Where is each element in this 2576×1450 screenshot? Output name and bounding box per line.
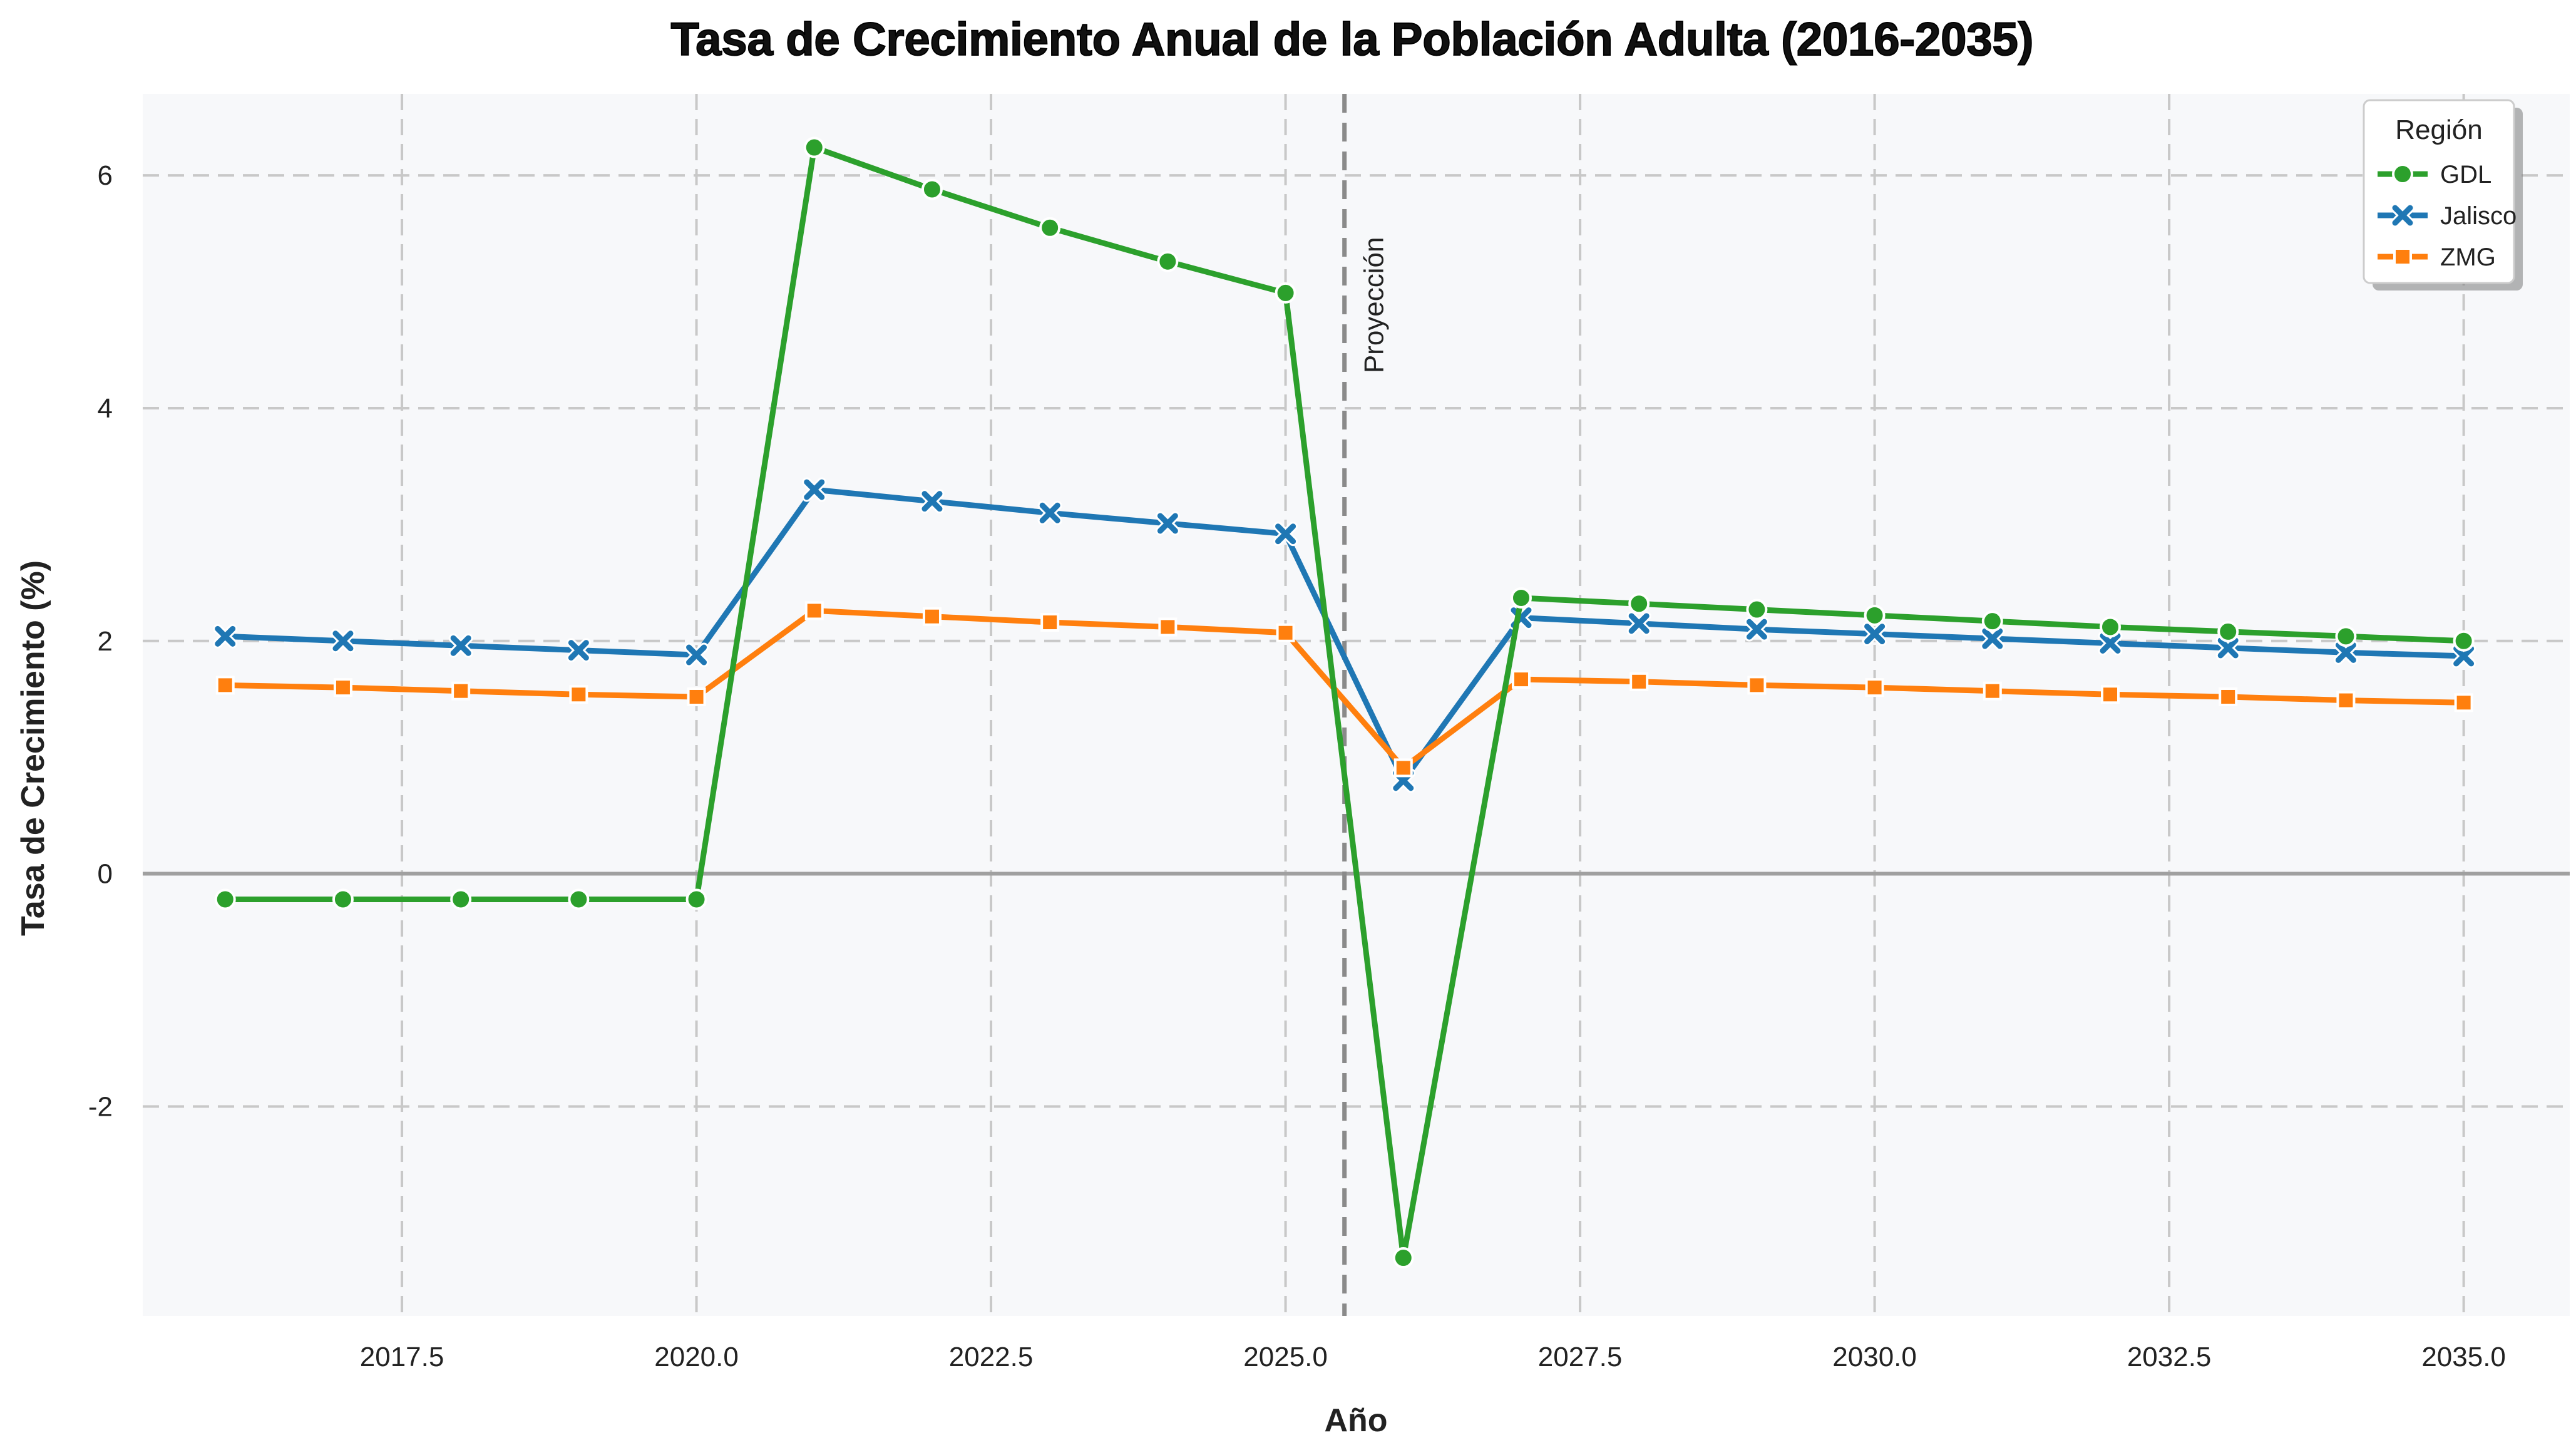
data-point-jalisco: [802, 477, 827, 502]
data-point-jalisco: [1980, 626, 2005, 651]
data-point-zmg: [687, 687, 706, 706]
series-line-gdl: [225, 145, 2464, 1261]
data-point-zmg: [804, 601, 824, 620]
data-point-zmg: [1747, 676, 1767, 695]
data-point-zmg: [451, 681, 471, 701]
data-point-jalisco: [1273, 522, 1298, 547]
data-point-zmg: [569, 685, 588, 704]
legend-box: [2363, 99, 2515, 284]
plot-area: [143, 94, 2570, 1316]
legend-marker: [2393, 247, 2412, 266]
y-tick-label: 4: [98, 393, 113, 424]
data-point-jalisco: [213, 624, 238, 649]
data-point-gdl: [803, 136, 825, 158]
legend-label: ZMG: [2440, 244, 2496, 271]
data-point-gdl: [2100, 616, 2122, 638]
x-tick-label: 2035.0: [2421, 1342, 2506, 1372]
data-point-gdl: [2453, 630, 2475, 652]
data-point-gdl: [2217, 620, 2239, 642]
data-point-zmg: [1511, 670, 1531, 689]
legend-label: Jalisco: [2440, 202, 2517, 230]
x-tick-label: 2020.0: [654, 1342, 739, 1372]
data-point-zmg: [333, 678, 352, 697]
legend-item-jalisco: Jalisco: [2378, 202, 2517, 230]
data-point-jalisco: [1744, 617, 1769, 642]
data-point-zmg: [1158, 617, 1178, 637]
data-point-jalisco: [920, 489, 945, 514]
data-point-jalisco: [331, 629, 356, 654]
chart-title: Tasa de Crecimiento Anual de la Població…: [671, 13, 2034, 65]
data-point-gdl: [1628, 593, 1650, 615]
data-point-gdl: [1864, 604, 1886, 626]
data-point-jalisco: [2333, 640, 2358, 665]
data-point-zmg: [2454, 693, 2473, 712]
data-point-gdl: [1981, 610, 2003, 632]
data-point-gdl: [921, 178, 943, 200]
series-line-zmg: [225, 607, 2464, 771]
data-point-jalisco: [2451, 644, 2476, 669]
y-tick-label: 2: [98, 626, 113, 657]
legend-marker: [2390, 203, 2415, 228]
data-point-gdl: [1039, 217, 1061, 239]
data-point-jalisco: [2098, 630, 2123, 656]
x-tick-label: 2017.5: [360, 1342, 444, 1372]
y-tick-label: 6: [98, 160, 113, 191]
data-point-zmg: [2336, 691, 2356, 710]
data-point-jalisco: [448, 633, 473, 658]
x-tick-label: 2022.5: [949, 1342, 1034, 1372]
legend-label: GDL: [2440, 161, 2491, 188]
data-point-jalisco: [684, 642, 709, 667]
x-tick-label: 2030.0: [1832, 1342, 1917, 1372]
data-point-gdl: [1275, 282, 1296, 304]
data-point-gdl: [568, 888, 590, 910]
data-point-zmg: [1276, 623, 1295, 642]
data-point-zmg: [922, 607, 942, 626]
data-point-zmg: [2101, 685, 2120, 704]
projection-label: Proyección: [1359, 237, 1390, 373]
legend-items: GDL Jalisco ZMG: [2378, 161, 2517, 271]
data-point-gdl: [332, 888, 354, 910]
data-point-jalisco: [2215, 635, 2240, 661]
series-line-jalisco: [225, 486, 2464, 784]
x-axis-label: Año: [1324, 1402, 1387, 1439]
data-point-jalisco: [1862, 622, 1887, 647]
series-zmg: [215, 601, 2473, 778]
data-point-zmg: [1393, 758, 1413, 778]
data-point-zmg: [1983, 681, 2002, 701]
series-jalisco: [213, 477, 2476, 793]
data-point-zmg: [2219, 687, 2238, 706]
data-point-zmg: [1629, 672, 1649, 691]
y-tick-label: 0: [98, 859, 113, 890]
legend: Región GDL Jalisco ZMG: [2363, 99, 2523, 291]
legend-item-zmg: ZMG: [2378, 244, 2496, 271]
data-point-zmg: [1865, 678, 1884, 697]
data-point-gdl: [685, 888, 707, 910]
legend-title: Región: [2395, 115, 2482, 145]
legend-item-gdl: GDL: [2378, 161, 2491, 188]
y-axis-label: Tasa de Crecimiento (%): [15, 560, 51, 936]
tick-labels: 2017.5 2020.0 2022.5 2025.0 2027.5 2030.0 2032…: [88, 160, 2506, 1372]
data-point-gdl: [1157, 250, 1179, 272]
data-point-zmg: [215, 676, 235, 695]
data-point-gdl: [214, 888, 236, 910]
x-tick-label: 2027.5: [1538, 1342, 1623, 1372]
data-point-jalisco: [1155, 511, 1180, 536]
data-point-gdl: [450, 888, 472, 910]
x-tick-label: 2025.0: [1243, 1342, 1328, 1372]
legend-marker: [2392, 163, 2413, 185]
y-tick-label: -2: [88, 1091, 113, 1122]
data-point-jalisco: [566, 638, 591, 663]
series-gdl: [214, 136, 2475, 1269]
series-group: [213, 136, 2476, 1269]
data-point-jalisco: [1037, 500, 1062, 525]
data-point-gdl: [1392, 1247, 1414, 1269]
data-point-gdl: [1510, 587, 1532, 609]
data-point-zmg: [1040, 613, 1060, 632]
data-point-gdl: [1746, 599, 1768, 620]
data-point-jalisco: [1626, 611, 1651, 636]
data-point-gdl: [2335, 625, 2357, 647]
x-tick-label: 2032.5: [2127, 1342, 2212, 1372]
